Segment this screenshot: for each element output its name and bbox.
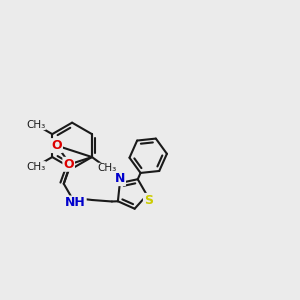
Text: CH₃: CH₃ (26, 162, 45, 172)
Text: O: O (63, 158, 74, 171)
Text: CH₃: CH₃ (26, 120, 45, 130)
Text: S: S (144, 194, 153, 207)
Text: NH: NH (65, 196, 86, 209)
Text: N: N (115, 172, 125, 185)
Text: O: O (51, 139, 62, 152)
Text: CH₃: CH₃ (98, 163, 117, 173)
